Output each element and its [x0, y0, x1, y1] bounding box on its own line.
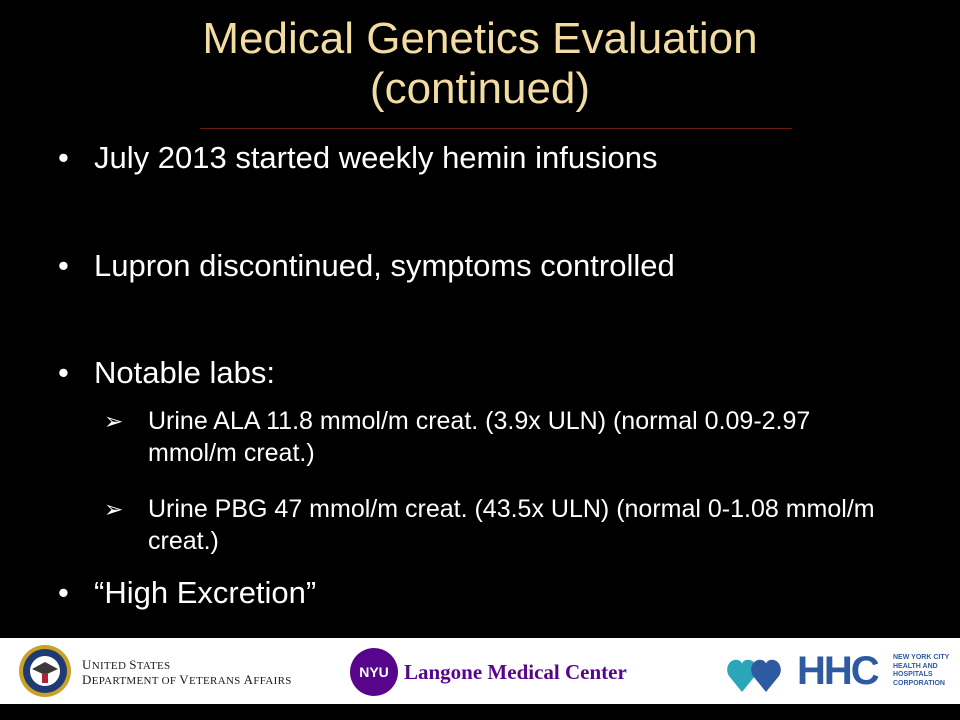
footer-logo-bar: UNITED STATES DEPARTMENT OF VETERANS AFF… [0, 638, 960, 704]
va-wordmark: UNITED STATES DEPARTMENT OF VETERANS AFF… [82, 658, 292, 688]
bullet-marker: • [58, 355, 69, 390]
bullet-marker: • [58, 248, 69, 283]
sub-bullet-text: Urine ALA 11.8 mmol/m creat. (3.9x ULN) … [148, 407, 811, 467]
bullet-text: Notable labs: [94, 355, 275, 390]
nyu-torch-logo: NYU [350, 648, 398, 696]
bullet-item: • Lupron discontinued, symptoms controlle… [58, 248, 675, 284]
va-line-2: DEPARTMENT OF VETERANS AFFAIRS [82, 672, 292, 688]
bullet-item: • Notable labs: [58, 355, 275, 391]
bullet-text: July 2013 started weekly hemin infusions [94, 140, 658, 175]
sub-bullet-text: Urine PBG 47 mmol/m creat. (43.5x ULN) (… [148, 495, 875, 555]
arrow-bullet-icon: ➢ [104, 408, 124, 434]
bullet-item: • “High Excretion” [58, 575, 316, 611]
nyu-langone-wordmark: Langone Medical Center [404, 660, 627, 684]
title-line-2: (continued) [369, 64, 591, 113]
slide-title: Medical Genetics Evaluation (continued) [90, 14, 870, 114]
hhc-corporation-name: NEW YORK CITY HEALTH AND HOSPITALS CORPO… [893, 654, 950, 687]
hhc-wordmark: HHC [797, 649, 880, 693]
bullet-text: Lupron discontinued, symptoms controlled [94, 248, 675, 283]
bullet-text: “High Excretion” [94, 575, 317, 610]
title-divider [200, 128, 792, 129]
bullet-marker: • [58, 575, 69, 610]
bottom-edge [0, 704, 960, 720]
title-line-1: Medical Genetics Evaluation [202, 14, 758, 63]
va-seal-icon [19, 645, 71, 697]
arrow-bullet-icon: ➢ [104, 496, 124, 522]
sub-bullet-item: ➢ Urine PBG 47 mmol/m creat. (43.5x ULN)… [104, 493, 894, 557]
hhc-hearts-icon [727, 659, 781, 692]
bullet-marker: • [58, 140, 69, 175]
va-line-1: UNITED STATES [82, 657, 171, 673]
bullet-item: • July 2013 started weekly hemin infusion… [58, 140, 657, 176]
sub-bullet-item: ➢ Urine ALA 11.8 mmol/m creat. (3.9x ULN… [104, 405, 894, 469]
